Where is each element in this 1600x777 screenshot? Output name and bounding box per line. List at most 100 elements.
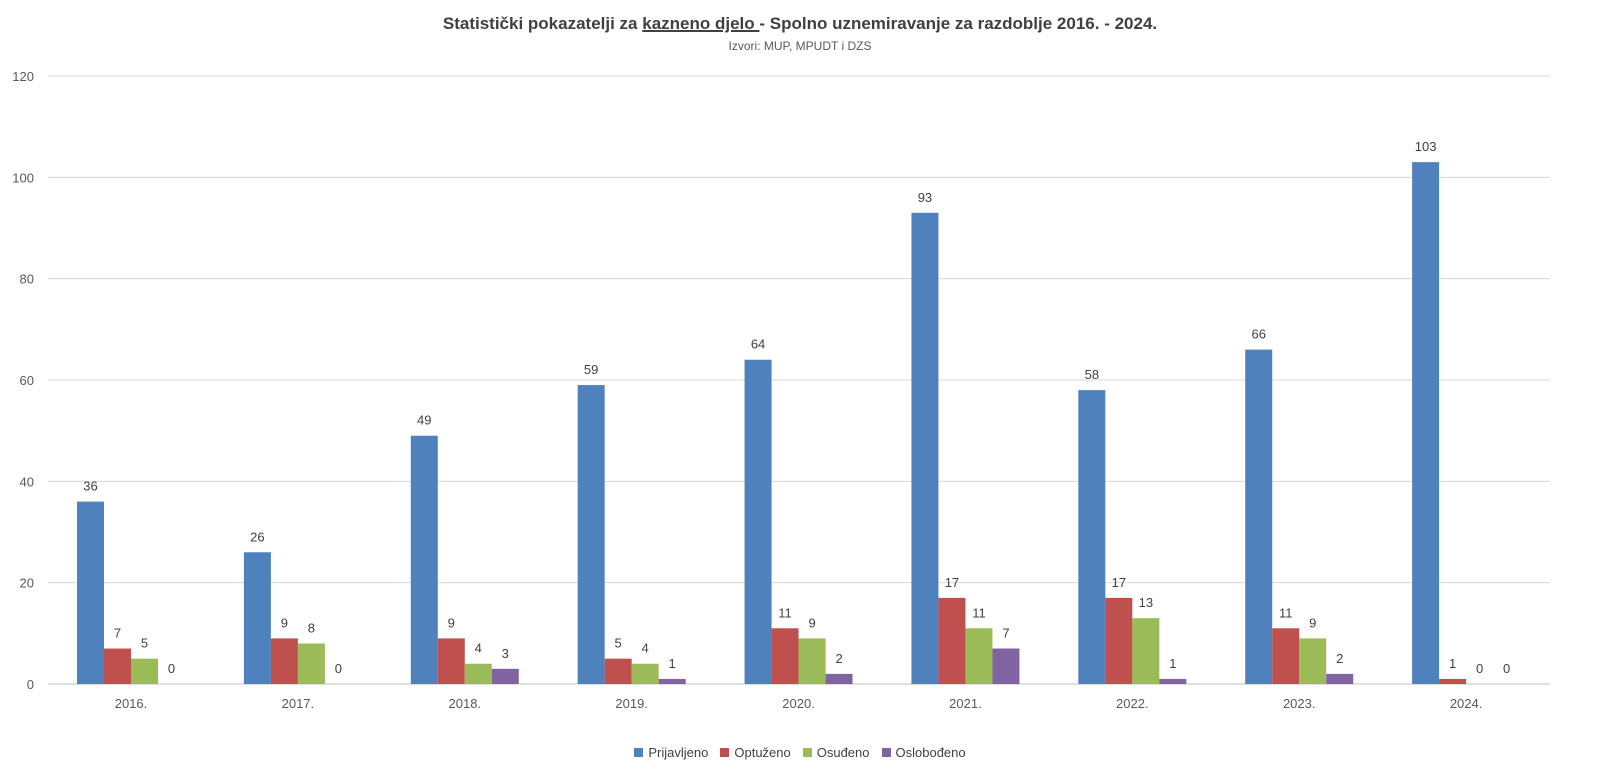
data-label: 11 [1279,605,1293,620]
x-tick-label: 2021. [949,696,982,711]
legend: Prijavljeno Optuženo Osuđeno Oslobođeno [0,745,1600,760]
data-label: 17 [1112,575,1126,590]
legend-swatch [802,748,812,757]
data-label: 93 [918,190,932,205]
data-label: 11 [972,605,986,620]
legend-swatch [881,748,891,757]
chart-title: Statistički pokazatelji za kazneno djelo… [0,14,1600,34]
data-label: 8 [308,620,315,635]
legend-label: Prijavljeno [648,745,709,760]
bar-prijavljeno [1412,162,1440,685]
data-label: 9 [1309,615,1316,630]
bar-oslobođeno [825,673,853,684]
data-label: 13 [1139,595,1153,610]
legend-label: Oslobođeno [895,745,966,760]
bar-osuđeno [965,628,993,684]
data-label: 2 [1336,651,1343,666]
bar-optuženo [437,638,465,684]
y-tick-label: 60 [20,373,34,388]
bar-oslobođeno [992,648,1020,684]
x-tick-label: 2022. [1116,696,1149,711]
bar-prijavljeno [243,552,271,684]
bar-osuđeno [1132,618,1160,684]
data-label: 3 [502,646,509,661]
bar-osuđeno [798,638,826,684]
data-label: 2 [835,651,842,666]
gridlines [48,75,1550,685]
data-label: 103 [1415,139,1437,154]
data-label: 64 [751,337,765,352]
bar-optuženo [1105,597,1133,684]
data-label: 9 [808,615,815,630]
bar-oslobođeno [1326,673,1354,684]
y-tick-label: 20 [20,576,34,591]
bar-optuženo [938,597,966,684]
bar-prijavljeno [744,359,772,684]
legend-item-prijavljeno: Prijavljeno [634,745,708,760]
data-label: 4 [475,641,482,656]
y-tick-label: 40 [20,474,34,489]
bar-oslobođeno [491,668,519,684]
x-tick-label: 2016. [115,696,148,711]
chart-title-part-1: Statistički pokazatelji za [442,14,643,33]
bar-prijavljeno [77,501,104,684]
data-label: 26 [250,529,264,544]
x-axis-ticks: 2016. 2017. 2018. 2019. 2020. 2021. 2022. 2023.… [115,696,1483,711]
bar-optuženo [604,658,632,684]
data-label: 59 [584,362,598,377]
data-label: 36 [83,479,97,494]
bar-optuženo [771,628,799,684]
bar-prijavljeno [1078,390,1106,684]
data-label: 17 [945,575,959,590]
data-label: 0 [1503,661,1510,676]
data-label: 9 [281,615,288,630]
data-label: 1 [669,656,676,671]
legend-item-oslobođeno: Oslobođeno [881,745,966,760]
data-label: 0 [335,661,342,676]
legend-swatch [634,748,644,757]
chart-title-part-2: - Spolno uznemiravanje za razdoblje 2016… [759,14,1158,33]
bar-optuženo [270,638,298,684]
data-label: 58 [1085,367,1099,382]
data-label: 0 [168,661,175,676]
data-label: 66 [1251,327,1265,342]
data-label: 5 [615,636,622,651]
bar-osuđeno [297,643,325,684]
data-label: 1 [1169,656,1176,671]
x-tick-label: 2020. [782,696,815,711]
x-tick-label: 2024. [1450,696,1483,711]
data-label: 5 [141,636,148,651]
y-axis-ticks: 0 20 40 60 80 100 120 [12,69,34,692]
legend-label: Osuđeno [816,745,870,760]
chart-title-underlined: kazneno djelo [642,14,760,33]
legend-swatch [720,748,730,757]
bar-prijavljeno [1245,349,1273,684]
data-label: 7 [114,626,121,641]
data-label: 7 [1002,626,1009,641]
legend-item-optuženo: Optuženo [720,745,791,760]
x-tick-label: 2018. [449,696,482,711]
y-tick-label: 120 [12,69,34,84]
bar-optuženo [104,648,131,684]
x-tick-label: 2017. [282,696,315,711]
bar-osuđeno [131,658,158,684]
data-label: 1 [1449,656,1456,671]
data-label: 4 [642,641,649,656]
data-label: 9 [448,615,455,630]
bars [77,162,1467,685]
x-tick-label: 2019. [615,696,648,711]
bar-osuđeno [1299,638,1327,684]
data-label: 49 [417,413,431,428]
y-tick-label: 0 [27,677,34,692]
bar-prijavljeno [410,435,438,684]
bar-oslobođeno [658,678,686,684]
bar-optuženo [1439,678,1467,684]
data-label: 0 [1476,661,1483,676]
legend-label: Optuženo [734,745,791,760]
data-label: 11 [778,605,792,620]
y-tick-label: 80 [20,272,34,287]
bar-osuđeno [464,663,492,684]
